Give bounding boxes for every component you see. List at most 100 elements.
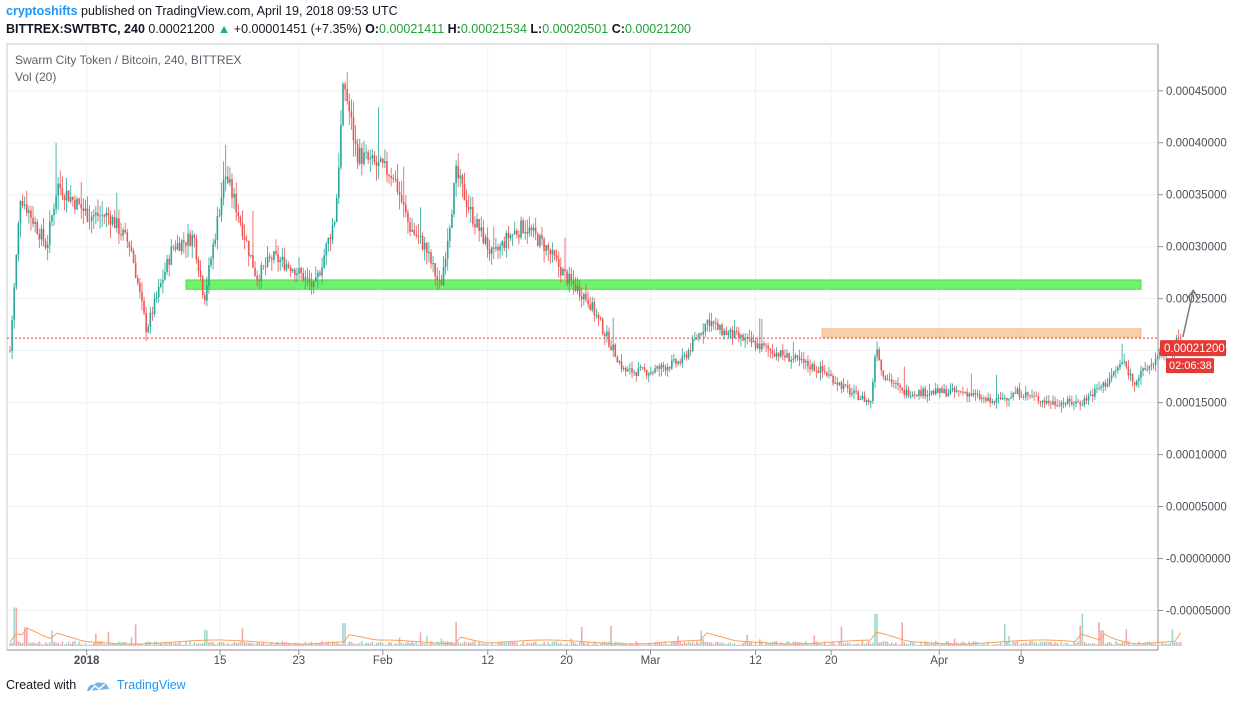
candle-body — [367, 152, 369, 160]
volume-bar — [492, 644, 495, 646]
candle-body — [193, 234, 196, 239]
candle-body — [434, 263, 436, 277]
candle-body — [218, 215, 221, 217]
candle-body — [440, 280, 443, 286]
volume-bar — [350, 641, 353, 646]
candle-body — [270, 258, 273, 260]
candles — [9, 72, 1182, 413]
volume-bar — [170, 642, 173, 646]
candle-body — [520, 220, 522, 238]
candle-body — [120, 234, 122, 236]
candle-body — [199, 270, 202, 277]
volume-bar — [863, 643, 866, 646]
candle-body — [901, 387, 903, 390]
volume-bar — [82, 644, 85, 646]
candle-body — [729, 329, 732, 333]
candle-body — [212, 243, 214, 259]
candle-body — [874, 356, 876, 383]
volume-bar — [708, 642, 711, 646]
candle-body — [733, 330, 736, 339]
volume-bar — [335, 642, 338, 646]
author-link[interactable]: cryptoshifts — [6, 4, 78, 18]
candle-body — [932, 390, 935, 395]
candle-body — [507, 232, 510, 239]
volume-bar — [562, 644, 564, 646]
volume-bar — [484, 643, 487, 646]
candle-body — [1100, 386, 1102, 388]
price-badge-bg — [1160, 340, 1226, 357]
volume-bar — [392, 644, 395, 646]
candle-body — [1054, 401, 1056, 405]
volume-bar — [166, 643, 168, 646]
candle-body — [444, 258, 447, 267]
volume-bar — [733, 642, 736, 646]
candle-body — [999, 397, 1002, 400]
volume-bar — [218, 642, 221, 646]
volume-bar — [704, 641, 707, 646]
volume-bar — [813, 635, 816, 646]
volume-bar — [381, 642, 384, 646]
candle-body — [1121, 362, 1123, 364]
candle-body — [1110, 375, 1113, 379]
candle-body — [111, 217, 114, 225]
candle-body — [168, 258, 170, 265]
volume-bar — [1098, 622, 1100, 646]
candle-body — [717, 322, 719, 330]
volume-bar — [518, 644, 520, 646]
candle-body — [258, 280, 261, 282]
volume-bar — [587, 641, 589, 646]
volume-bar — [754, 642, 757, 646]
candle-body — [252, 255, 254, 268]
candle-body — [162, 279, 164, 284]
candle-body — [155, 297, 158, 299]
candle-body — [867, 400, 870, 403]
volume-bar — [874, 613, 876, 646]
volume-bar — [916, 644, 918, 646]
volume-bar — [821, 644, 824, 646]
candle-body — [666, 367, 669, 371]
price-badge-value: 0.00021200 — [1164, 343, 1225, 355]
volume-bar — [612, 643, 614, 646]
volume-bar — [415, 641, 418, 646]
candle-body — [945, 389, 947, 397]
candle-body — [1117, 367, 1119, 371]
volume-bar — [610, 625, 612, 646]
candle-body — [415, 234, 418, 236]
candle-body — [983, 397, 985, 399]
volume-bar — [159, 642, 162, 646]
candle-body — [99, 215, 101, 217]
candle-body — [754, 340, 757, 349]
volume-bar — [1091, 643, 1094, 646]
candle-body — [463, 183, 466, 201]
volume-bar — [279, 644, 281, 646]
tradingview-link[interactable]: TradingView — [116, 678, 186, 692]
volume-bar — [723, 643, 725, 646]
volume-bar — [671, 642, 673, 646]
candle-body — [302, 273, 305, 281]
candle-body — [645, 369, 648, 376]
candle-body — [1140, 370, 1142, 378]
candle-body — [82, 208, 85, 211]
candle-body — [241, 223, 244, 237]
volume-bar — [168, 642, 170, 646]
volume-bar — [924, 641, 927, 646]
candle-body — [685, 354, 688, 358]
volume-bar — [394, 643, 397, 646]
candle-body — [805, 360, 807, 363]
volume-bar — [624, 643, 627, 646]
volume-bar — [765, 642, 767, 646]
volume-bar — [11, 642, 13, 646]
candle-body — [828, 374, 830, 376]
volume-bar — [645, 643, 648, 646]
candle-body — [394, 178, 397, 180]
volume-bar — [28, 642, 30, 646]
volume-bar — [1010, 644, 1012, 646]
candle-body — [277, 253, 279, 263]
candle-body — [970, 393, 973, 396]
candle-body — [708, 319, 711, 326]
candle-body — [432, 263, 434, 264]
candle-body — [216, 216, 219, 240]
candle-body — [180, 240, 183, 252]
